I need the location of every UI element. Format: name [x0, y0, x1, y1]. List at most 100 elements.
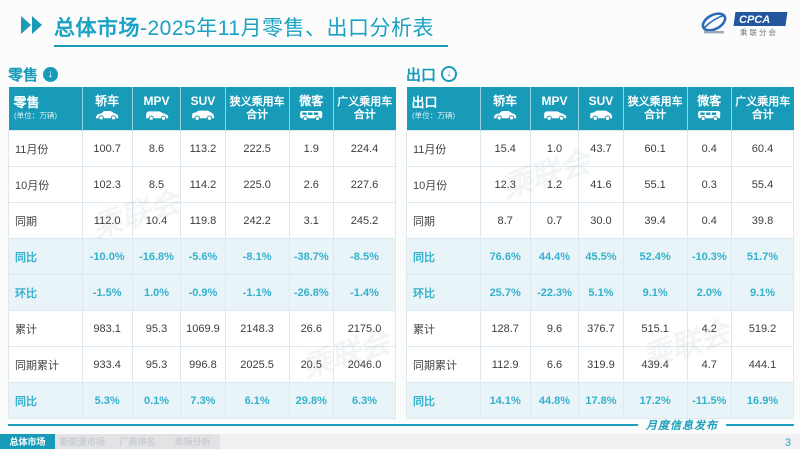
row-label: 11月份	[406, 130, 481, 167]
cell: 227.6	[333, 166, 396, 203]
cell: 7.3%	[180, 382, 226, 419]
tab-3[interactable]: 厂商排名	[110, 434, 165, 449]
cell: 376.7	[578, 310, 624, 347]
table-header-row: 零售 (单位：万辆) 轿车 MPV SUV 狭义乘用车 合计 微客 广义乘用车 合计	[8, 87, 396, 131]
column-header-label: SUV	[190, 93, 216, 108]
column-header-label: 广义乘用车	[735, 95, 791, 108]
cell: 41.6	[578, 166, 624, 203]
cell: 1.2	[529, 166, 580, 203]
circle-down-arrow-icon: ↓	[441, 66, 458, 82]
tab-2[interactable]: 新能源市场	[55, 434, 110, 449]
cell: -0.9%	[180, 274, 226, 311]
cell: 52.4%	[622, 238, 688, 275]
cell: 44.8%	[529, 382, 580, 419]
suv-icon	[579, 109, 623, 122]
column-header-mpv: MPV	[131, 87, 181, 131]
cell: 2046.0	[333, 346, 396, 383]
cell: -16.8%	[131, 238, 182, 275]
cell: 45.5%	[578, 238, 624, 275]
row-label: 同比	[406, 382, 481, 419]
column-header-micro: 微客	[288, 87, 334, 131]
cell: 6.6	[529, 346, 580, 383]
cell: -10.0%	[81, 238, 133, 275]
cell: 9.1%	[622, 274, 688, 311]
table-row: 同期 8.7 0.7 30.0 39.4 0.4 39.8	[406, 202, 794, 239]
cell: 983.1	[81, 310, 133, 347]
corner-label: 出口	[411, 94, 438, 110]
cell: 14.1%	[479, 382, 531, 419]
table-row: 同比 -10.0% -16.8% -5.6% -8.1% -38.7% -8.5%	[8, 238, 396, 275]
tab-1[interactable]: 总体市场	[0, 434, 55, 449]
row-label: 同期	[8, 202, 83, 239]
tables-area: 零售 ↓ 零售 (单位：万辆) 轿车 MPV SUV 狭义乘用车 合计 微客 广义乘用车 合计 11…	[8, 64, 794, 419]
divider	[8, 424, 638, 426]
cell: 0.1%	[131, 382, 182, 419]
cell: 245.2	[333, 202, 396, 239]
column-header-label: 狭义乘用车	[229, 95, 285, 108]
cell: -1.5%	[81, 274, 133, 311]
cell: 20.5	[288, 346, 335, 383]
export-table: 出口 (单位：万辆) 轿车 MPV SUV 狭义乘用车 合计 微客 广义乘用车 合计 11月份 15.…	[406, 87, 794, 419]
column-header-label: SUV	[588, 93, 614, 108]
title-rest: -2025年11月零售、出口分析表	[140, 17, 435, 40]
table-row: 环比 -1.5% 1.0% -0.9% -1.1% -26.8% -1.4%	[8, 274, 396, 311]
column-header-label: 微客	[299, 93, 324, 108]
footer-tabs: 总体市场 新能源市场 厂商排名 市场分析	[0, 434, 800, 449]
cell: -8.1%	[224, 238, 290, 275]
cell: 1.9	[288, 130, 335, 167]
table-row: 同比 76.6% 44.4% 45.5% 52.4% -10.3% 51.7%	[406, 238, 794, 275]
cell: -10.3%	[686, 238, 733, 275]
column-header-label: 广义乘用车	[337, 95, 393, 108]
cell: 444.1	[731, 346, 794, 383]
row-label: 环比	[406, 274, 481, 311]
cell: 26.6	[288, 310, 335, 347]
cell: -26.8%	[288, 274, 335, 311]
cell: 95.3	[131, 310, 182, 347]
cell: 519.2	[731, 310, 794, 347]
header: 总体市场-2025年11月零售、出口分析表	[20, 12, 449, 47]
cell: 39.8	[731, 202, 794, 239]
column-header-label: 合计	[644, 108, 667, 121]
cell: 242.2	[224, 202, 290, 239]
cell: -38.7%	[288, 238, 335, 275]
column-header-sedan: 轿车	[479, 87, 531, 131]
row-label: 10月份	[8, 166, 83, 203]
cell: 113.2	[180, 130, 226, 167]
export-section: 出口 ↓ 出口 (单位：万辆) 轿车 MPV SUV 狭义乘用车 合计 微客 广义乘用车 合计 11…	[406, 64, 794, 419]
cell: 17.8%	[578, 382, 624, 419]
cell: 1.0	[529, 130, 580, 167]
cell: 16.9%	[731, 382, 794, 419]
cell: 225.0	[224, 166, 290, 203]
table-row: 环比 25.7% -22.3% 5.1% 9.1% 2.0% 9.1%	[406, 274, 794, 311]
column-header-label: 合计	[246, 108, 269, 121]
mpv-icon	[133, 109, 180, 122]
cell: 119.8	[180, 202, 226, 239]
cell: 95.3	[131, 346, 182, 383]
cpca-logo: CPCA 乘联分会	[698, 8, 790, 43]
cell: 439.4	[622, 346, 688, 383]
column-header-label: 轿车	[95, 93, 120, 108]
cell: 1.0%	[131, 274, 182, 311]
cell: 8.5	[131, 166, 182, 203]
title-bold: 总体市场	[54, 17, 140, 40]
cell: 3.1	[288, 202, 335, 239]
microvan-icon	[688, 109, 732, 122]
row-label: 同比	[406, 238, 481, 275]
logo-swoosh-icon	[701, 12, 727, 34]
row-label: 累计	[8, 310, 83, 347]
cell: 29.8%	[288, 382, 335, 419]
cell: 2025.5	[224, 346, 290, 383]
publication-label: 月度信息发布	[646, 420, 718, 432]
row-label: 同比	[8, 382, 83, 419]
cell: -11.5%	[686, 382, 733, 419]
cell: 2.0%	[686, 274, 733, 311]
cell: 0.7	[529, 202, 580, 239]
tab-4[interactable]: 市场分析	[165, 434, 220, 449]
sedan-icon	[481, 109, 530, 122]
cell: 2148.3	[224, 310, 290, 347]
cell: 0.4	[686, 202, 733, 239]
row-label: 环比	[8, 274, 83, 311]
export-section-title: 出口	[406, 66, 437, 84]
cell: 515.1	[622, 310, 688, 347]
cell: -1.1%	[224, 274, 290, 311]
